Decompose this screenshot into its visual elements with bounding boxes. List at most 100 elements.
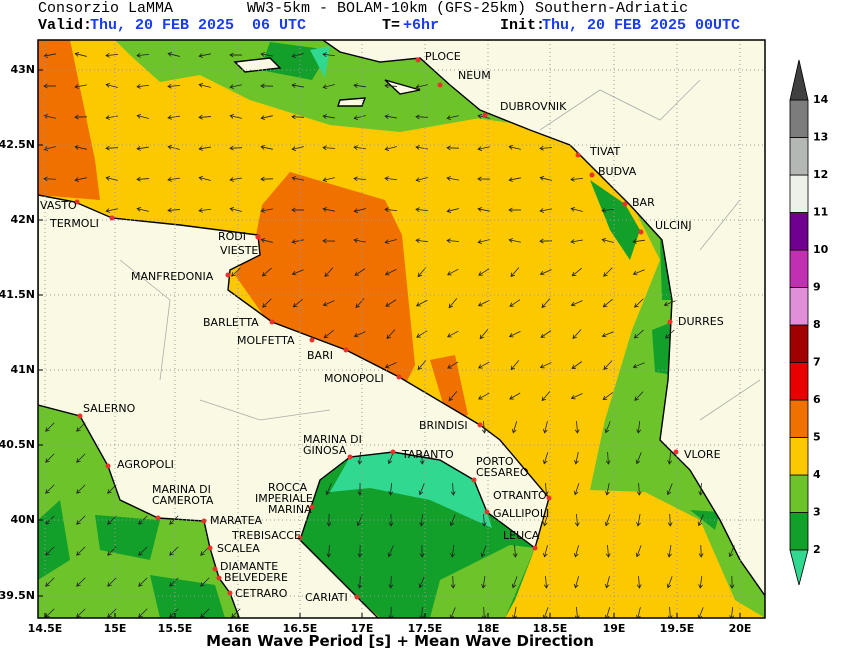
arrow xyxy=(574,513,580,527)
arrow xyxy=(167,207,181,213)
arrow xyxy=(574,452,579,465)
arrow xyxy=(355,298,365,309)
arrow xyxy=(542,607,549,618)
arrow xyxy=(76,453,86,463)
arrow xyxy=(291,146,304,151)
arrow xyxy=(229,52,243,58)
arrow xyxy=(198,175,211,181)
city-label: BELVEDERE xyxy=(224,571,288,584)
arrow xyxy=(43,83,57,89)
colorbar-band xyxy=(789,174,809,213)
city-label: TIVAT xyxy=(589,145,620,158)
city-dot xyxy=(638,229,644,235)
city-label: SCALEA xyxy=(217,542,260,555)
arrow xyxy=(539,269,552,276)
arrow xyxy=(353,238,366,243)
colorbar-band xyxy=(789,249,809,288)
arrow xyxy=(322,177,335,182)
arrow xyxy=(633,329,644,339)
city-label: PLOCE xyxy=(425,50,461,63)
arrow xyxy=(43,114,56,119)
arrow xyxy=(45,608,55,618)
arrow xyxy=(636,420,642,434)
colorbar-label: 14 xyxy=(813,93,829,106)
arrow xyxy=(418,576,425,589)
arrow xyxy=(419,606,425,618)
city-label: GINOSA xyxy=(303,444,347,457)
arrow xyxy=(415,145,428,150)
arrow xyxy=(105,82,118,88)
arrow xyxy=(635,452,642,465)
city-dot xyxy=(207,545,213,551)
arrow xyxy=(45,484,55,494)
arrow xyxy=(76,608,86,618)
arrow xyxy=(326,544,332,558)
arrow xyxy=(449,607,456,618)
arrow xyxy=(198,53,211,58)
arrow xyxy=(45,422,55,432)
arrow xyxy=(353,115,366,121)
arrow xyxy=(357,575,363,589)
arrow xyxy=(260,145,273,150)
arrow xyxy=(260,83,274,89)
city-dot xyxy=(227,590,233,596)
arrow xyxy=(167,144,180,150)
lat-label: 41.5N xyxy=(0,288,35,301)
grid xyxy=(38,40,765,618)
arrow xyxy=(636,575,642,589)
colorbar-band xyxy=(789,399,809,438)
arrow xyxy=(322,114,335,119)
arrow xyxy=(663,300,676,307)
colorbar-band xyxy=(789,512,809,551)
arrow xyxy=(510,360,520,371)
arrow xyxy=(105,52,119,58)
zone xyxy=(235,172,415,385)
arrow xyxy=(508,207,522,213)
arrow xyxy=(539,175,552,181)
arrow xyxy=(511,421,518,434)
arrow xyxy=(542,545,548,558)
arrow xyxy=(415,177,428,183)
colorbar-label: 10 xyxy=(813,243,829,256)
arrow xyxy=(291,269,304,276)
org: Consorzio LaMMA xyxy=(38,0,173,17)
valid-time: Thu, 20 FEB 2025 06 UTC xyxy=(90,17,306,34)
arrow xyxy=(635,545,642,558)
arrow xyxy=(541,298,551,309)
arrow xyxy=(477,299,490,307)
arrow xyxy=(260,52,273,57)
arrow xyxy=(601,207,615,213)
arrow xyxy=(667,606,673,618)
city-dot xyxy=(673,449,679,455)
arrow xyxy=(570,300,583,307)
arrow xyxy=(634,391,644,401)
arrow xyxy=(384,207,398,213)
zone xyxy=(38,500,225,618)
city-label: VASTO xyxy=(40,199,77,212)
colorbar-label: 13 xyxy=(813,131,828,144)
city-dot xyxy=(105,463,111,469)
arrow xyxy=(76,577,86,587)
arrow xyxy=(604,576,610,589)
zone xyxy=(330,452,492,528)
arrow xyxy=(697,607,704,618)
map-frame xyxy=(37,39,766,619)
arrow xyxy=(478,361,490,369)
arrow xyxy=(384,239,397,245)
city-dot xyxy=(216,575,222,581)
city-label: VIESTE xyxy=(220,244,258,257)
arrow xyxy=(136,176,150,182)
city-label: DIAMANTE xyxy=(220,560,278,573)
arrow xyxy=(446,238,460,244)
arrow xyxy=(322,84,335,90)
arrow xyxy=(573,545,580,558)
city-label: CAMEROTA xyxy=(152,494,214,507)
arrow xyxy=(512,544,518,558)
arrow xyxy=(138,577,148,587)
arrow xyxy=(322,238,336,244)
colorbar: 2 3 4 5 6 7 8 9 10 11 12 13 14 xyxy=(789,59,829,586)
city-dot xyxy=(437,82,443,88)
city-dot xyxy=(415,57,421,63)
arrow xyxy=(45,453,55,463)
step: +6hr xyxy=(403,17,439,34)
